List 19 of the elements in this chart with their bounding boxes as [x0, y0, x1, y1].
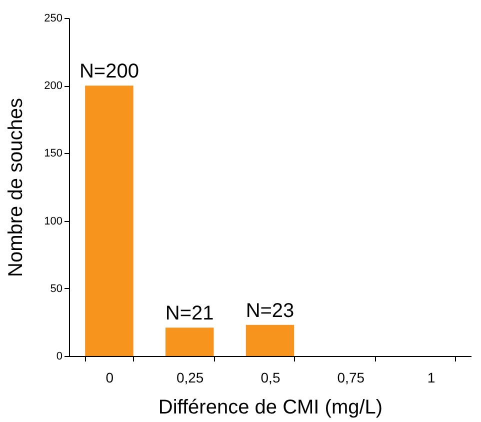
bar: [85, 86, 134, 356]
x-tick-label: 0,25: [176, 370, 204, 386]
data-label: N=200: [79, 60, 139, 83]
bar: [246, 324, 294, 356]
y-tick-label: 50: [50, 282, 62, 295]
x-axis-title: Différence de CMI (mg/L): [158, 396, 383, 418]
y-tick-label: 250: [44, 12, 62, 24]
y-tick-label: 100: [44, 215, 62, 228]
x-tick-label: 1: [427, 370, 436, 386]
y-axis-title: Nombre de souches: [5, 98, 28, 277]
data-label: N=21: [165, 302, 214, 325]
y-tick-label: 0: [56, 350, 62, 362]
y-tick-label: 150: [44, 148, 62, 160]
x-tick-label: 0: [106, 370, 114, 386]
x-tick-label: 0,5: [260, 370, 280, 386]
x-tick-label: 0,75: [337, 370, 365, 386]
bar: [165, 328, 214, 356]
data-label: N=23: [246, 300, 294, 322]
y-tick-label: 200: [44, 80, 62, 92]
